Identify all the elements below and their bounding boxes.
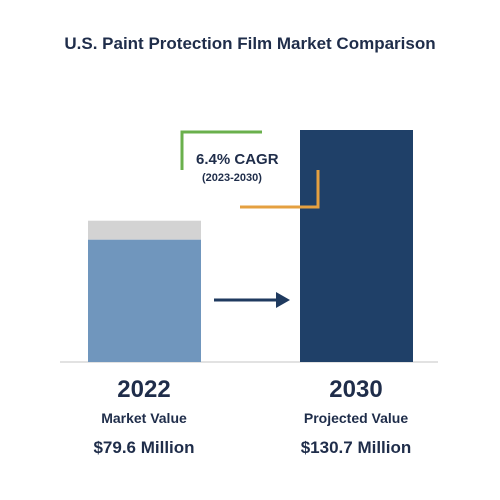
label-2022: 2022 Market Value $79.6 Million — [64, 376, 224, 459]
value-2030: $130.7 Million — [300, 438, 412, 457]
cagr-orange-bracket — [240, 170, 320, 209]
year-2022: 2022 — [117, 376, 171, 403]
growth-arrow-head — [276, 292, 290, 308]
bar-2022 — [88, 239, 201, 362]
value-2022: $79.6 Million — [93, 438, 195, 457]
cagr-period: (2023-2030) — [202, 172, 262, 184]
label-2030: 2030 Projected Value $130.7 Million — [276, 376, 436, 459]
cagr-green-bracket — [180, 130, 262, 170]
cagr-label: 6.4% CAGR — [196, 151, 279, 168]
bar-2030 — [300, 130, 413, 362]
desc-2030: Projected Value — [303, 410, 409, 426]
desc-2022: Market Value — [101, 410, 187, 426]
chart-title: U.S. Paint Protection Film Market Compar… — [64, 34, 436, 53]
year-2030: 2030 — [329, 376, 383, 403]
bar-2022-cap — [88, 220, 201, 240]
